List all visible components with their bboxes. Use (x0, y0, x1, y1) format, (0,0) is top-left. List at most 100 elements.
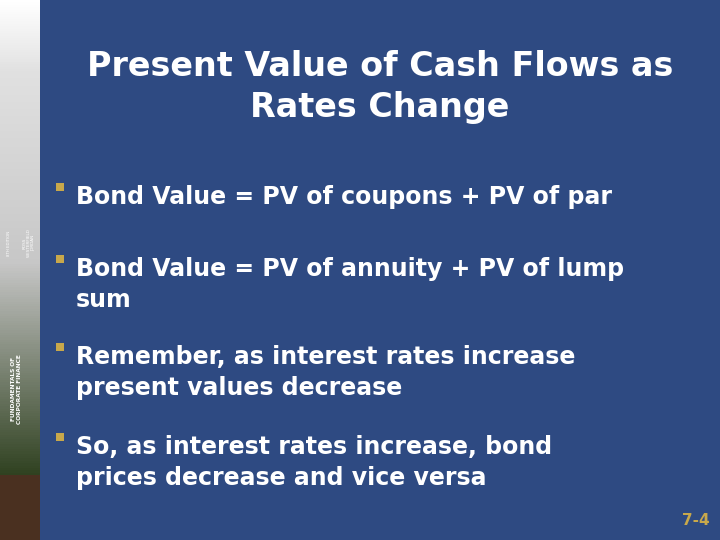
Bar (0, 31, 40, 33)
Bar (0, 209, 40, 211)
Bar (0, 147, 40, 150)
Bar (0, 59, 40, 62)
Bar (0, 408, 40, 411)
Bar (0, 202, 40, 204)
Bar (0, 166, 40, 168)
Bar (0, 192, 40, 195)
Bar (0, 171, 40, 173)
Bar (0, 373, 40, 375)
Bar (0, 377, 40, 380)
Bar (0, 76, 40, 78)
Bar (0, 19, 40, 22)
Bar (0, 221, 40, 223)
Bar (0, 328, 40, 330)
Bar (0, 352, 40, 354)
Bar (0, 306, 40, 309)
Bar (0, 199, 40, 202)
Bar (0, 370, 40, 373)
Bar (0, 119, 40, 121)
Bar (0, 164, 40, 166)
Bar (0, 456, 40, 458)
Bar (0, 157, 40, 159)
Bar (56, 343, 64, 351)
Bar (0, 380, 40, 382)
Bar (0, 17, 40, 19)
Bar (0, 178, 40, 180)
Bar (0, 268, 40, 271)
Bar (56, 255, 64, 263)
Bar (0, 22, 40, 24)
Bar (0, 238, 40, 240)
Bar (0, 363, 40, 366)
Bar (0, 45, 40, 48)
Bar (0, 413, 40, 416)
Bar (0, 81, 40, 83)
Bar (0, 321, 40, 323)
Bar (0, 85, 40, 88)
Bar (0, 131, 40, 133)
Text: 7-4: 7-4 (683, 513, 710, 528)
Bar (0, 240, 40, 242)
Bar (0, 207, 40, 209)
Bar (0, 435, 40, 437)
Bar (0, 309, 40, 311)
Bar (0, 304, 40, 306)
Bar (0, 152, 40, 154)
Bar (0, 449, 40, 451)
Bar (0, 219, 40, 221)
Bar (0, 83, 40, 85)
Bar (0, 185, 40, 187)
Bar (0, 249, 40, 252)
Bar (0, 375, 40, 377)
Bar (0, 242, 40, 245)
Bar (0, 52, 40, 55)
Text: Present Value of Cash Flows as
Rates Change: Present Value of Cash Flows as Rates Cha… (87, 50, 673, 124)
Bar (0, 366, 40, 368)
Bar (0, 252, 40, 254)
Bar (0, 458, 40, 461)
Bar (0, 10, 40, 12)
Bar (0, 399, 40, 401)
Bar (0, 440, 40, 442)
Bar (0, 338, 40, 340)
Bar (0, 264, 40, 266)
Bar (0, 401, 40, 404)
Bar (0, 416, 40, 418)
Bar (0, 290, 40, 292)
Bar (0, 311, 40, 314)
Bar (0, 396, 40, 399)
Bar (0, 168, 40, 171)
Bar (0, 216, 40, 219)
Bar (0, 105, 40, 107)
Bar (0, 430, 40, 432)
Bar (0, 451, 40, 454)
Bar (0, 48, 40, 50)
Bar (0, 36, 40, 38)
Bar (0, 256, 40, 259)
Bar (56, 183, 64, 191)
Text: 8TH EDITION: 8TH EDITION (6, 231, 11, 255)
Bar (0, 340, 40, 342)
Bar (0, 55, 40, 57)
Bar (0, 0, 40, 2)
Bar (0, 333, 40, 335)
Bar (0, 138, 40, 140)
Bar (0, 384, 40, 387)
Bar (0, 418, 40, 420)
Bar (0, 71, 40, 73)
Bar (0, 461, 40, 463)
Bar (0, 282, 40, 285)
Bar (0, 145, 40, 147)
Bar (0, 278, 40, 280)
Bar (0, 285, 40, 287)
Text: FUNDAMENTALS OF
CORPORATE FINANCE: FUNDAMENTALS OF CORPORATE FINANCE (12, 354, 22, 424)
Bar (0, 354, 40, 356)
Bar (0, 112, 40, 114)
Bar (0, 261, 40, 264)
Bar (0, 154, 40, 157)
Bar (0, 342, 40, 345)
Bar (0, 318, 40, 321)
Bar (0, 109, 40, 112)
Bar (0, 26, 40, 29)
Bar (0, 97, 40, 100)
